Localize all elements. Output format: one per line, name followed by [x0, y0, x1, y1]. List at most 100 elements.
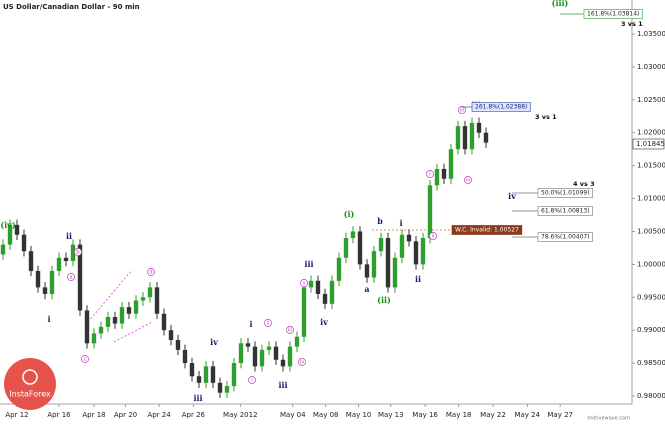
- candle-body: [364, 264, 370, 278]
- wave-label: v: [303, 281, 306, 287]
- channel-line: [113, 321, 153, 343]
- candle-body: [196, 376, 202, 383]
- level: 3 vs 1: [621, 20, 643, 28]
- candle-body: [343, 238, 349, 258]
- channel-line: [87, 269, 133, 323]
- wave-circle: [67, 273, 75, 281]
- y-tick-label: 0.98000: [637, 392, 665, 400]
- candle-body: [301, 287, 307, 337]
- candle-body: [329, 280, 335, 304]
- candle-body: [56, 257, 62, 271]
- candle-body: [14, 224, 20, 235]
- wave-label: d: [149, 270, 152, 276]
- candle-body: [49, 270, 55, 294]
- x-tick-label: Apr 12: [5, 411, 28, 419]
- level-label: 61.8%(1.00813): [541, 208, 590, 215]
- candle-body: [70, 244, 76, 262]
- candle-body: [322, 293, 328, 304]
- logo-text: InstaForex: [9, 390, 51, 399]
- candle-body: [252, 346, 258, 367]
- level: 78.6%(1.00407): [512, 232, 593, 242]
- level-box: [537, 188, 593, 198]
- candle-body: [420, 238, 426, 265]
- level-box: [537, 206, 593, 216]
- candle-body: [287, 346, 293, 367]
- wave-circle: [81, 355, 89, 363]
- y-tick-label: 0.99500: [637, 293, 665, 301]
- x-tick-label: May 2012: [223, 411, 258, 419]
- y-tick-label: 1.01500: [637, 162, 665, 170]
- level: 4 vs 3: [573, 180, 595, 188]
- candle-body: [98, 326, 104, 334]
- wave-circle: [458, 106, 466, 114]
- wave-label: iii: [460, 108, 464, 114]
- candle-body: [84, 310, 90, 344]
- candle-body: [0, 244, 6, 255]
- candle-body: [245, 343, 251, 347]
- current-price: 1.01845: [632, 138, 665, 150]
- candle-body: [294, 336, 300, 347]
- x-tick-label: May 16: [412, 411, 438, 419]
- wave-circle: [248, 376, 256, 384]
- candle-body: [427, 185, 433, 239]
- x-tick-label: Apr 24: [147, 411, 171, 419]
- wave-label: (ii): [377, 295, 391, 305]
- candle-body: [476, 122, 482, 133]
- x-tick-label: May 10: [346, 411, 372, 419]
- candle-body: [448, 149, 454, 179]
- y-tick-label: 1.02500: [637, 96, 665, 104]
- candle-body: [399, 234, 405, 258]
- x-tick-label: May 24: [514, 411, 540, 419]
- candle-body: [231, 363, 237, 387]
- wave-label: ii: [267, 321, 270, 327]
- candle-body: [210, 366, 216, 383]
- candle-body: [259, 349, 265, 367]
- level-box: [471, 102, 531, 112]
- wave-label: i: [251, 378, 252, 384]
- wave-circle: [300, 279, 308, 287]
- candle-body: [462, 126, 468, 150]
- wave-label: ii: [66, 231, 72, 241]
- logo: InstaForex: [4, 358, 56, 410]
- candle-body: [280, 359, 286, 367]
- candle-body: [357, 231, 363, 265]
- candle-body: [7, 224, 13, 245]
- watermark: motivewave.com: [587, 416, 630, 422]
- level-label: 161.8%(1.03814): [587, 11, 639, 18]
- wave-label: iii: [304, 259, 313, 269]
- wave-label: i: [249, 319, 252, 329]
- x-tick-label: Apr 16: [47, 411, 71, 419]
- candle-body: [238, 343, 244, 364]
- wave-circle: [264, 319, 272, 327]
- level-label: 3 vs 1: [535, 113, 557, 121]
- candle-body: [112, 317, 118, 324]
- level: 161.8%(1.03814): [560, 9, 643, 19]
- wave-label: b: [377, 216, 383, 226]
- candle-body: [434, 168, 440, 186]
- x-tick-label: Apr 20: [114, 411, 137, 419]
- wave-label: iv: [320, 317, 328, 327]
- candle-body: [147, 287, 153, 298]
- candle-body: [315, 280, 321, 294]
- candle-body: [336, 257, 342, 281]
- candle-body: [35, 270, 41, 288]
- candle-body: [42, 287, 48, 294]
- wave-label: i: [399, 218, 402, 228]
- wave-label: b: [76, 250, 79, 256]
- y-tick-label: 1.00500: [637, 227, 665, 235]
- x-tick-label: May 13: [378, 411, 404, 419]
- wave-circle: [147, 268, 155, 276]
- level: 61.8%(1.00813): [512, 206, 593, 216]
- wave-label: (iv): [0, 220, 15, 230]
- candle-body: [28, 251, 34, 271]
- candle-body: [392, 257, 398, 288]
- level-label: 261.8%(1.02388): [475, 104, 527, 111]
- x-tick-label: May 22: [480, 411, 506, 419]
- candle-body: [413, 241, 419, 265]
- candle-body: [455, 126, 461, 150]
- level-box: [537, 232, 593, 242]
- x-tick-label: May 04: [280, 411, 306, 419]
- level: 50.0%(1.01099): [512, 188, 593, 198]
- candle-body: [483, 132, 489, 143]
- candle-body: [63, 257, 69, 262]
